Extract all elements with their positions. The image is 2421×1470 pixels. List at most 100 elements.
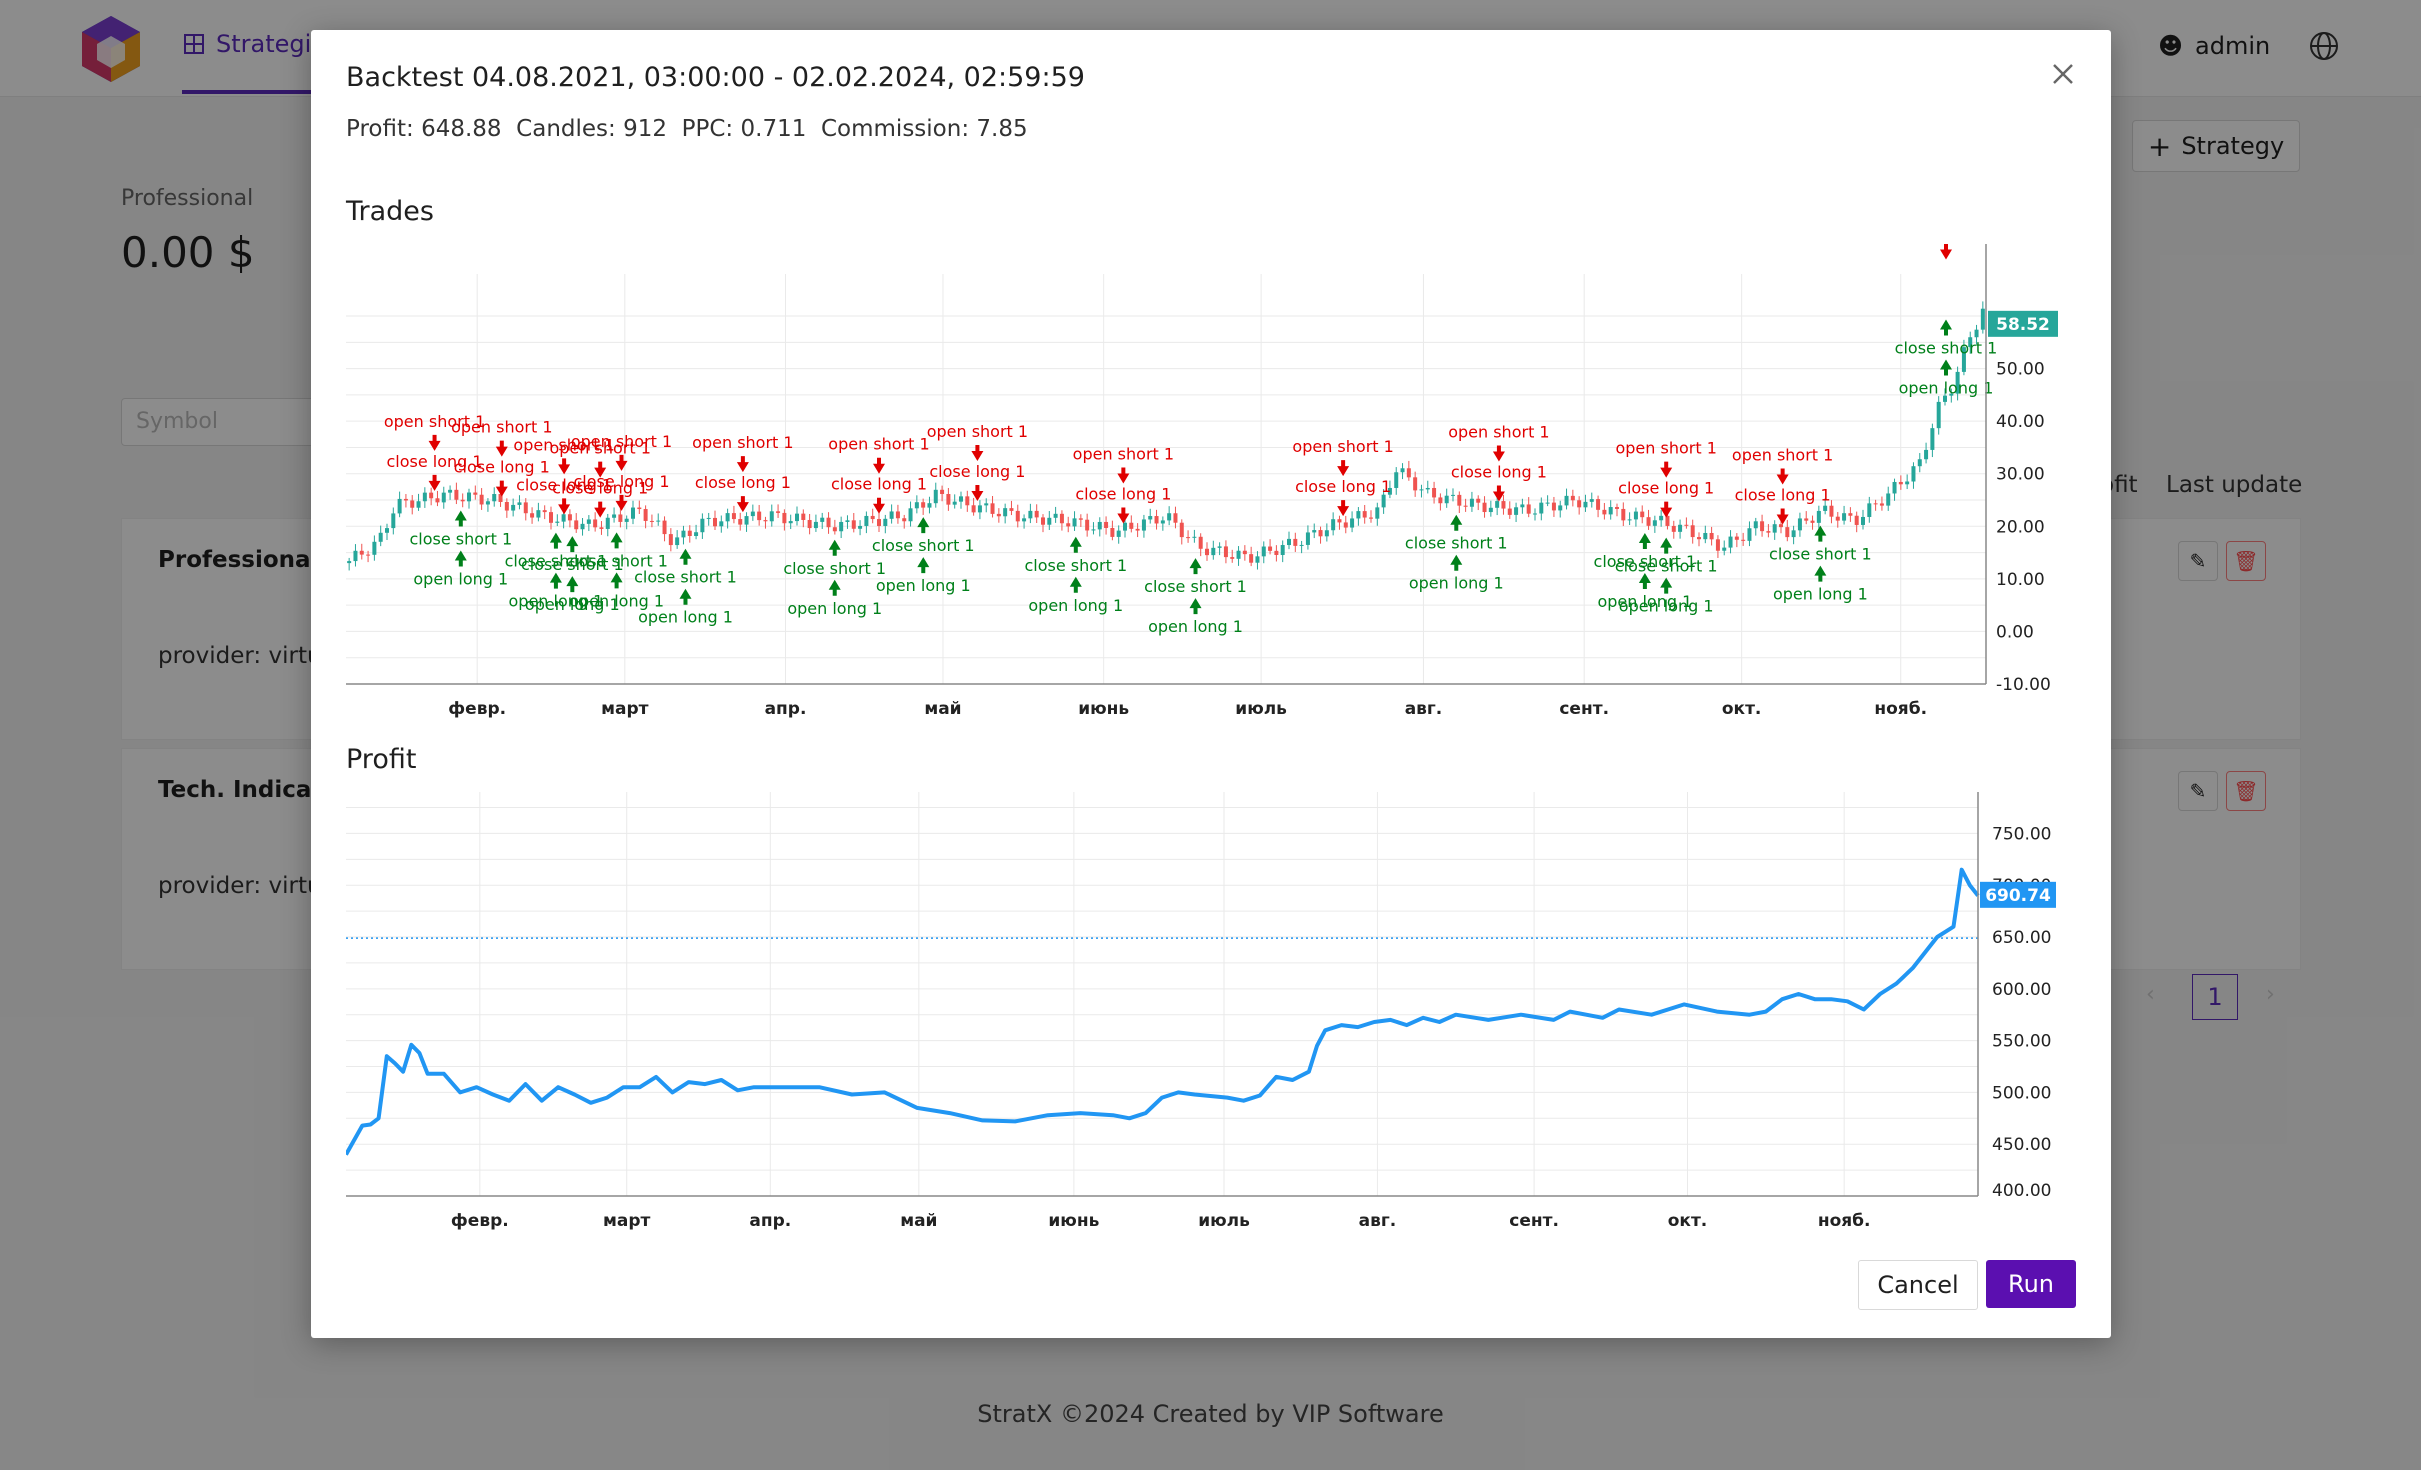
delete-button[interactable]: 🗑: [2226, 541, 2266, 581]
column-last-update[interactable]: Last update: [2166, 472, 2303, 498]
trade-marker-label: close long 1: [454, 458, 550, 477]
profit-line: [346, 867, 1980, 1156]
delete-button[interactable]: 🗑: [2226, 771, 2266, 811]
candle: [1917, 459, 1922, 467]
x-tick-label: авг.: [1359, 1211, 1397, 1231]
up-arrow-icon: [454, 550, 467, 567]
y-tick-label: 20.00: [1996, 517, 2045, 537]
candle: [359, 550, 364, 555]
candle: [1469, 498, 1474, 507]
candle: [1337, 519, 1342, 523]
candle: [511, 504, 516, 511]
candle: [1381, 494, 1386, 508]
candle: [1419, 489, 1424, 491]
edit-button[interactable]: ✎: [2178, 771, 2218, 811]
down-arrow-icon: [1776, 508, 1789, 525]
candle: [996, 513, 1001, 517]
candle: [1173, 513, 1178, 523]
up-arrow-icon: [1814, 565, 1827, 582]
trade-marker-label: close long 1: [387, 452, 483, 471]
next-page-icon[interactable]: ›: [2266, 982, 2275, 1007]
candle: [1854, 515, 1859, 525]
down-arrow-icon: [1337, 500, 1350, 517]
candle: [1570, 495, 1575, 501]
candle: [574, 520, 579, 530]
candle: [1110, 527, 1115, 537]
ppc-label: PPC:: [681, 116, 734, 142]
candle: [1261, 546, 1266, 557]
up-arrow-icon: [1660, 577, 1673, 594]
trade-marker-label: open short 1: [927, 422, 1028, 441]
trash-icon: 🗑: [2233, 549, 2259, 573]
candle: [1627, 519, 1632, 521]
candle: [1804, 518, 1809, 521]
candle: [1236, 550, 1241, 559]
up-arrow-icon: [1660, 537, 1673, 554]
candle: [391, 513, 396, 529]
candle: [1583, 501, 1588, 508]
close-icon[interactable]: [2043, 54, 2083, 94]
candle: [820, 517, 825, 522]
candle: [1463, 505, 1468, 507]
candle: [530, 513, 535, 518]
candle: [971, 505, 976, 513]
trade-marker-label: open short 1: [571, 432, 672, 451]
trade-marker-label: open short 1: [384, 412, 485, 431]
candle: [1053, 513, 1058, 518]
cancel-button[interactable]: Cancel: [1858, 1260, 1978, 1310]
trade-marker-label: close short 1: [1405, 534, 1508, 553]
candle: [826, 517, 831, 528]
down-arrow-icon: [594, 501, 607, 518]
trade-marker-label: open long 1: [525, 595, 620, 614]
globe-icon[interactable]: [2308, 30, 2340, 62]
trade-marker-label: open long 1: [1148, 617, 1243, 636]
candle: [1387, 487, 1392, 495]
backtest-stats: Profit: 648.88 Candles: 912 PPC: 0.711 C…: [346, 116, 1028, 142]
candle: [1665, 515, 1670, 526]
up-arrow-icon: [1189, 598, 1202, 615]
candle: [1425, 487, 1430, 490]
candle: [1785, 527, 1790, 538]
down-arrow-icon: [971, 445, 984, 462]
nav-active-indicator: [182, 90, 322, 94]
candle: [1211, 547, 1216, 556]
candle: [1684, 524, 1689, 526]
trade-marker-label: open short 1: [1448, 423, 1549, 442]
candle: [385, 528, 389, 533]
trades-chart[interactable]: open short 1 close long 1 close short 1 ope…: [346, 244, 2091, 730]
up-arrow-icon: [828, 539, 841, 556]
candle: [1343, 522, 1348, 528]
pagination-current[interactable]: 1: [2192, 974, 2238, 1020]
candle: [839, 521, 844, 532]
candle: [1829, 505, 1834, 517]
candle: [618, 514, 623, 522]
profit-chart[interactable]: 750.00700.00650.00600.00550.00500.00450.…: [346, 792, 2091, 1238]
trade-marker-label: open short 1: [1732, 446, 1833, 465]
candle: [612, 514, 617, 518]
candle: [1141, 519, 1146, 531]
modal-title: Backtest 04.08.2021, 03:00:00 - 02.02.20…: [346, 62, 1085, 93]
profit-value: 648.88: [421, 116, 502, 142]
candle: [1892, 481, 1897, 494]
candle: [1526, 504, 1531, 514]
edit-button[interactable]: ✎: [2178, 541, 2218, 581]
add-strategy-button[interactable]: + Strategy: [2132, 120, 2300, 172]
candle: [1160, 520, 1165, 524]
down-arrow-icon: [428, 434, 441, 451]
candle: [1961, 347, 1966, 372]
run-button[interactable]: Run: [1986, 1260, 2076, 1308]
candle: [700, 518, 705, 533]
commission-label: Commission:: [820, 116, 970, 142]
candle: [1772, 524, 1777, 533]
y-tick-label: -10.00: [1996, 675, 2051, 695]
candle: [1659, 515, 1664, 521]
candle: [1324, 530, 1329, 537]
user-menu[interactable]: ☻ admin: [2158, 32, 2270, 60]
candle: [1413, 477, 1418, 491]
candle: [1482, 502, 1487, 513]
candle: [694, 532, 699, 537]
trade-marker-label: open long 1: [569, 591, 664, 610]
prev-page-icon[interactable]: ‹: [2146, 982, 2155, 1007]
candle: [946, 494, 951, 505]
app-logo-icon[interactable]: [76, 14, 146, 84]
